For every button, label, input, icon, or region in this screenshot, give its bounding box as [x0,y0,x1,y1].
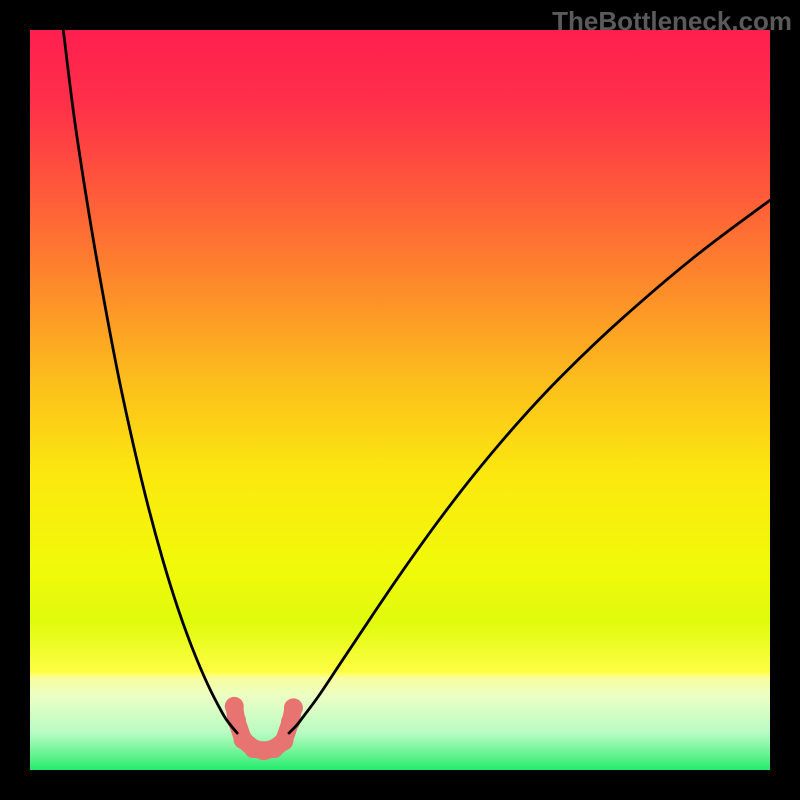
bead [274,732,293,751]
bead [284,698,303,717]
chart-svg [30,30,770,770]
curve-left [63,30,237,733]
watermark-text: TheBottleneck.com [552,6,792,37]
plot-area [30,30,770,770]
beads-group [225,697,303,760]
bead [227,711,246,730]
curve-right [289,200,770,733]
